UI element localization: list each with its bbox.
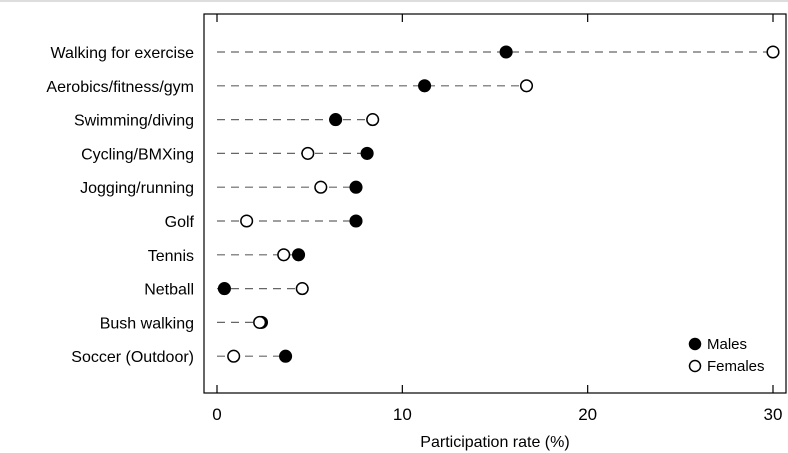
category-label: Soccer (Outdoor): [71, 349, 194, 366]
category-label: Bush walking: [100, 315, 194, 332]
male-point: [360, 146, 374, 160]
female-point: [227, 349, 241, 363]
legend-males-label: Males: [707, 336, 747, 353]
legend-female-marker: [688, 359, 702, 373]
female-point: [766, 45, 780, 59]
category-label: Walking for exercise: [51, 45, 195, 62]
female-point: [301, 146, 315, 160]
female-point: [277, 248, 291, 262]
category-label: Golf: [165, 214, 195, 231]
category-label: Swimming/diving: [74, 113, 194, 130]
plot-area-frame: [203, 13, 787, 394]
category-label: Netball: [144, 282, 194, 299]
x-axis-title: Participation rate (%): [420, 434, 569, 451]
female-point: [314, 180, 328, 194]
female-point: [366, 113, 380, 127]
legend-male-marker: [688, 337, 702, 351]
male-point: [499, 45, 513, 59]
category-label: Jogging/running: [80, 180, 194, 197]
male-point: [349, 214, 363, 228]
female-point: [253, 315, 267, 329]
category-label: Cycling/BMXing: [81, 146, 194, 163]
x-tick-label: 10: [393, 405, 412, 424]
female-point: [519, 79, 534, 93]
x-tick-label: 30: [764, 405, 783, 424]
male-point: [217, 282, 231, 296]
female-point: [240, 214, 254, 228]
category-label: Tennis: [148, 248, 194, 265]
legend: Males Females: [688, 336, 765, 375]
male-point: [329, 113, 343, 127]
male-point: [349, 180, 363, 194]
x-tick-label: 20: [578, 405, 597, 424]
male-point: [279, 349, 293, 363]
legend-females-label: Females: [707, 358, 765, 375]
x-tick-label: 0: [212, 405, 221, 424]
female-point: [295, 282, 309, 296]
category-label: Aerobics/fitness/gym: [46, 79, 194, 96]
male-point: [418, 79, 432, 93]
male-point: [291, 248, 306, 262]
